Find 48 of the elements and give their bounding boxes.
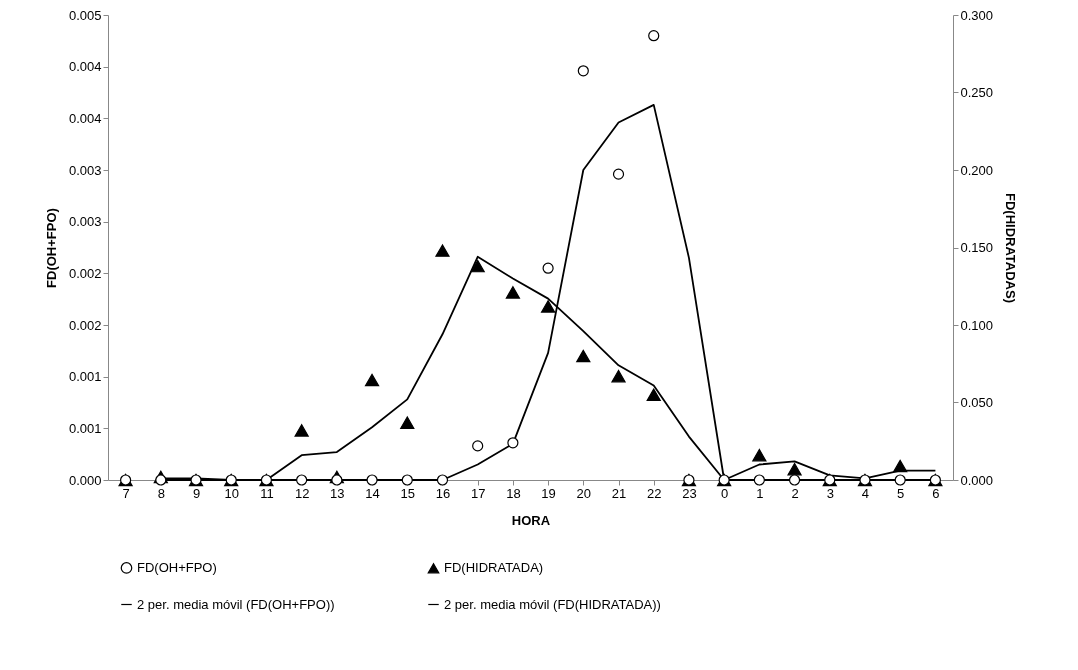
- y2-tick-label: 0.300: [960, 7, 994, 23]
- y2-axis-title: FD(HIDRATADAS): [1003, 193, 1019, 303]
- x-tick-label: 12: [294, 485, 310, 501]
- x-tick-label: 19: [541, 485, 556, 501]
- y2-tick-label: 0.200: [960, 162, 994, 178]
- x-tick-label: 14: [365, 485, 380, 501]
- x-tick-label: 16: [435, 485, 451, 501]
- x-tick-label: 7: [122, 485, 130, 501]
- x-tick-label: 17: [470, 485, 486, 501]
- legend-label: 2 per. media móvil (FD(HIDRATADA)): [444, 596, 661, 612]
- x-tick-label: 1: [756, 485, 764, 501]
- x-tick-label: 21: [611, 485, 627, 501]
- y2-tick-label: 0.150: [960, 240, 994, 255]
- y2-tick-label: 0.050: [960, 395, 994, 410]
- y-tick-label: 0.002: [68, 265, 102, 281]
- y2-tick-label: 0.000: [960, 472, 994, 488]
- y-tick-label: 0.005: [68, 7, 102, 23]
- x-tick-label: 15: [400, 485, 416, 501]
- x-tick-label: 5: [897, 485, 905, 501]
- y-tick-label: 0.004: [68, 59, 102, 75]
- x-tick-label: 18: [506, 485, 521, 501]
- x-tick-label: 8: [157, 485, 165, 501]
- y-tick-label: 0.003: [68, 214, 102, 230]
- legend-label: 2 per. media móvil (FD(OH+FPO)): [137, 596, 335, 612]
- y-tick-label: 0.001: [68, 420, 102, 436]
- x-tick-label: 23: [682, 485, 697, 501]
- x-tick-label: 2: [791, 485, 799, 501]
- x-tick-label: 9: [192, 485, 201, 501]
- y-tick-label: 0.004: [68, 110, 102, 126]
- y2-tick-label: 0.250: [960, 85, 994, 100]
- x-tick-label: 3: [826, 485, 834, 501]
- y-axis-title: FD(OH+FPO): [43, 208, 59, 288]
- x-tick-label: 13: [330, 485, 345, 501]
- legend-label: FD(HIDRATADA): [444, 560, 544, 576]
- x-tick-label: 6: [932, 485, 940, 501]
- x-tick-label: 20: [576, 485, 592, 501]
- x-tick-label: 0: [721, 485, 729, 501]
- y2-tick-label: 0.100: [960, 317, 994, 333]
- x-tick-label: 10: [224, 485, 239, 501]
- x-tick-label: 22: [646, 485, 662, 501]
- y-tick-label: 0.001: [68, 369, 102, 385]
- y-tick-label: 0.003: [68, 162, 102, 178]
- y-tick-label: 0.002: [68, 317, 102, 333]
- x-tick-label: 4: [861, 485, 870, 501]
- y-tick-label: 0.000: [68, 472, 102, 488]
- x-tick-label: 11: [260, 485, 274, 501]
- x-axis-title: HORA: [511, 512, 551, 528]
- legend-label: FD(OH+FPO): [137, 559, 217, 575]
